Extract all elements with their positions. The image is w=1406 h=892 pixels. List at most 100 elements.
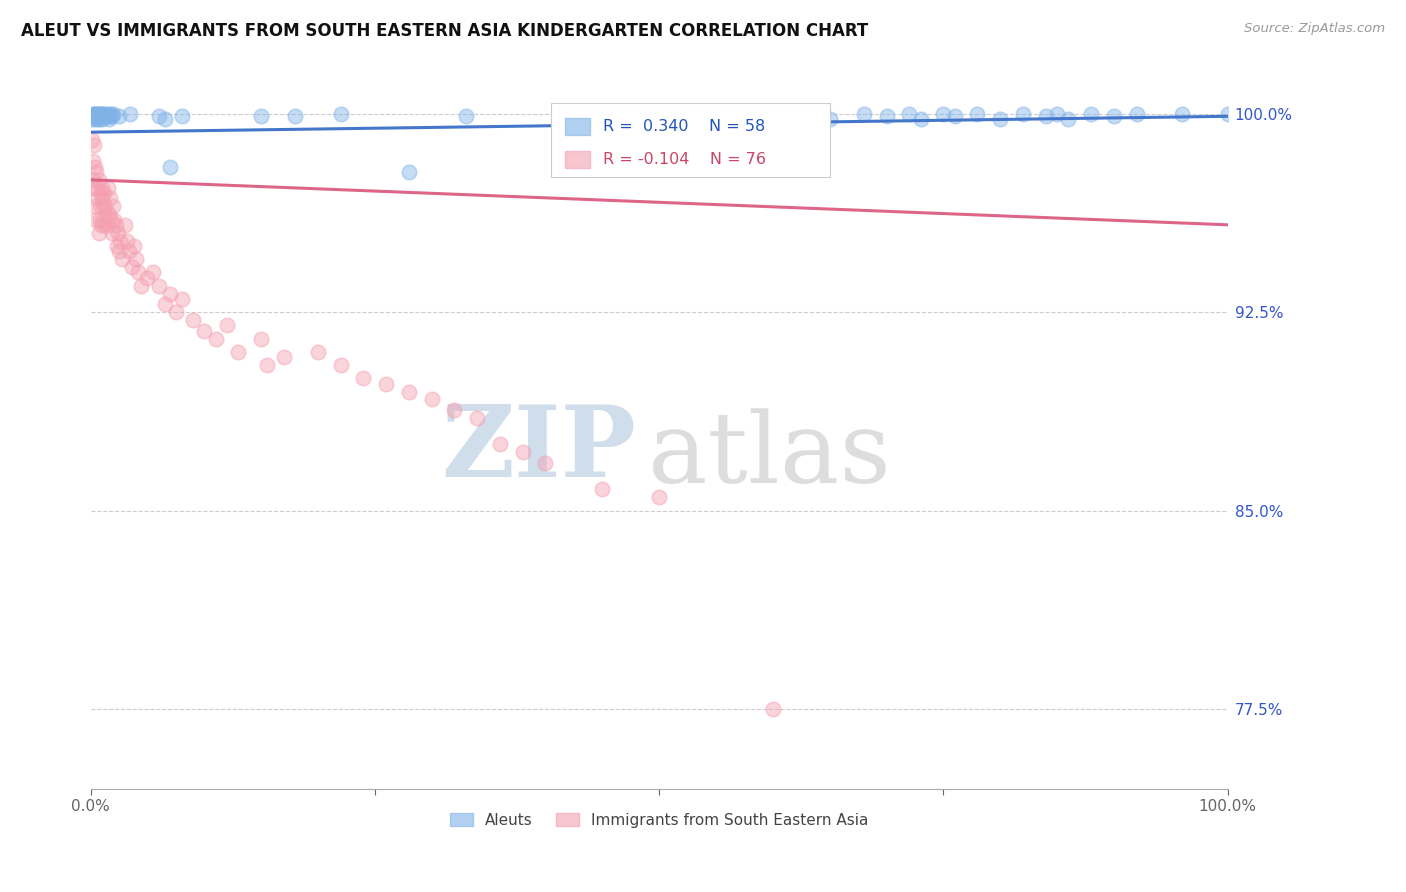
Point bbox=[420, 392, 443, 407]
Point bbox=[103, 106, 125, 120]
Point bbox=[94, 199, 117, 213]
Text: ZIP: ZIP bbox=[441, 401, 637, 498]
Point bbox=[256, 358, 278, 372]
Point bbox=[121, 260, 143, 275]
FancyBboxPatch shape bbox=[565, 152, 589, 169]
Point bbox=[83, 106, 105, 120]
Point bbox=[329, 358, 352, 372]
Point bbox=[86, 106, 108, 120]
Point bbox=[120, 106, 142, 120]
Point bbox=[96, 207, 118, 221]
Point bbox=[97, 180, 120, 194]
Point bbox=[329, 106, 352, 120]
Point bbox=[104, 218, 127, 232]
Point bbox=[118, 244, 141, 259]
Point bbox=[129, 278, 152, 293]
Point bbox=[84, 165, 107, 179]
Point bbox=[876, 109, 898, 123]
Point bbox=[101, 109, 124, 123]
Point bbox=[97, 112, 120, 126]
Point bbox=[512, 445, 534, 459]
Point bbox=[89, 106, 111, 120]
Point bbox=[454, 109, 477, 123]
Point bbox=[84, 199, 107, 213]
Point bbox=[87, 226, 110, 240]
Point bbox=[96, 109, 118, 123]
Point bbox=[86, 112, 108, 126]
Point bbox=[83, 109, 105, 123]
Point bbox=[250, 109, 273, 123]
Point bbox=[93, 109, 115, 123]
Point bbox=[97, 218, 120, 232]
Point bbox=[84, 106, 107, 120]
Point bbox=[103, 212, 125, 227]
Point bbox=[165, 305, 187, 319]
Point bbox=[398, 384, 420, 399]
Point bbox=[100, 212, 122, 227]
Point bbox=[1012, 106, 1035, 120]
Point bbox=[762, 109, 785, 123]
Point bbox=[1171, 106, 1194, 120]
Point bbox=[818, 112, 841, 126]
Point bbox=[80, 112, 103, 126]
Point bbox=[115, 234, 138, 248]
Point bbox=[534, 456, 557, 470]
Point bbox=[170, 109, 193, 123]
Point bbox=[97, 207, 120, 221]
Point bbox=[103, 199, 125, 213]
Point bbox=[84, 109, 107, 123]
Point bbox=[111, 252, 134, 267]
Point bbox=[153, 112, 176, 126]
Point bbox=[159, 286, 181, 301]
Point bbox=[91, 106, 114, 120]
FancyBboxPatch shape bbox=[551, 103, 830, 178]
Point bbox=[215, 318, 238, 333]
Point bbox=[91, 212, 114, 227]
Text: Source: ZipAtlas.com: Source: ZipAtlas.com bbox=[1244, 22, 1385, 36]
Point bbox=[82, 154, 104, 169]
Point bbox=[91, 199, 114, 213]
Point bbox=[108, 109, 131, 123]
Point bbox=[83, 180, 105, 194]
Point bbox=[148, 109, 170, 123]
Point bbox=[105, 239, 128, 253]
Point bbox=[98, 191, 121, 205]
Point bbox=[87, 173, 110, 187]
Point bbox=[91, 106, 114, 120]
Point bbox=[142, 265, 165, 279]
Point bbox=[87, 109, 110, 123]
Point bbox=[1102, 109, 1125, 123]
Point bbox=[353, 371, 375, 385]
Point bbox=[91, 180, 114, 194]
Point bbox=[125, 252, 148, 267]
Point bbox=[159, 160, 181, 174]
Point bbox=[86, 191, 108, 205]
Point bbox=[86, 180, 108, 194]
Point bbox=[988, 112, 1011, 126]
Point bbox=[250, 332, 273, 346]
Point bbox=[84, 160, 107, 174]
Point bbox=[84, 212, 107, 227]
Point bbox=[148, 278, 170, 293]
Point bbox=[82, 106, 104, 120]
Legend: Aleuts, Immigrants from South Eastern Asia: Aleuts, Immigrants from South Eastern As… bbox=[444, 806, 875, 834]
Text: ALEUT VS IMMIGRANTS FROM SOUTH EASTERN ASIA KINDERGARTEN CORRELATION CHART: ALEUT VS IMMIGRANTS FROM SOUTH EASTERN A… bbox=[21, 22, 869, 40]
Point bbox=[84, 112, 107, 126]
Point bbox=[1046, 106, 1069, 120]
Point bbox=[91, 191, 114, 205]
Point bbox=[122, 239, 145, 253]
Point bbox=[181, 313, 204, 327]
Point bbox=[591, 483, 613, 497]
Point bbox=[443, 403, 465, 417]
Point bbox=[1035, 109, 1057, 123]
Point bbox=[1080, 106, 1102, 120]
Point bbox=[489, 437, 512, 451]
Point bbox=[89, 212, 111, 227]
Point bbox=[1125, 106, 1147, 120]
Point bbox=[108, 234, 131, 248]
Point bbox=[100, 106, 122, 120]
FancyBboxPatch shape bbox=[565, 118, 589, 135]
Point bbox=[193, 324, 215, 338]
Point bbox=[108, 244, 131, 259]
Point bbox=[84, 106, 107, 120]
